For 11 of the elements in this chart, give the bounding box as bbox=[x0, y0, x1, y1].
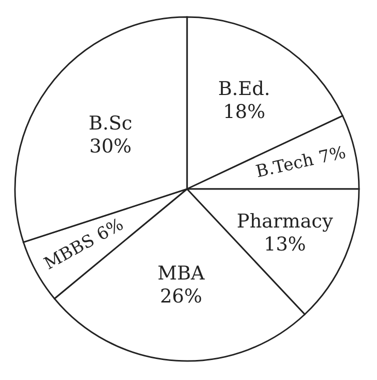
data-label: 13% bbox=[264, 233, 306, 256]
data-label: 6% bbox=[94, 215, 128, 246]
slice-label: B.Sc bbox=[88, 112, 132, 135]
slice-label: B.Tech bbox=[254, 150, 316, 183]
slice-label: MBA bbox=[157, 262, 205, 285]
data-label: 26% bbox=[160, 285, 202, 308]
data-label: 7% bbox=[317, 143, 348, 169]
slice-label: Pharmacy bbox=[236, 210, 334, 233]
data-label: 30% bbox=[89, 135, 132, 158]
data-label: 18% bbox=[223, 100, 266, 123]
slice-label: B.Ed. bbox=[218, 78, 270, 100]
